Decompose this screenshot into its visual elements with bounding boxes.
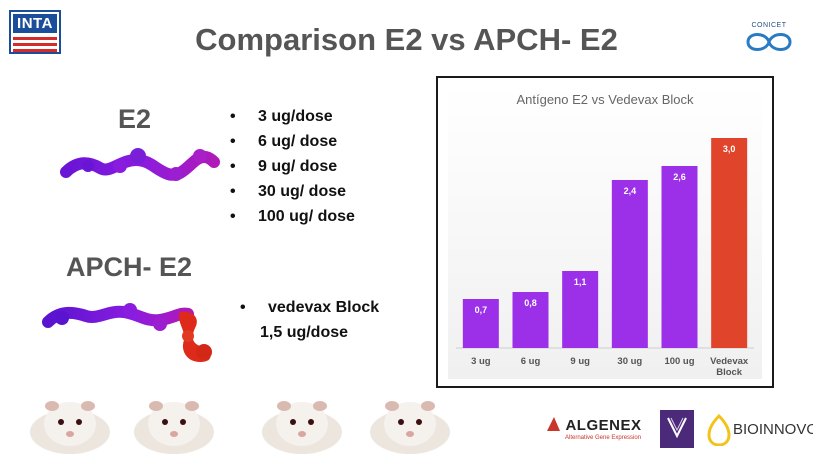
chart-area: Antígeno E2 vs Vedevax Block 0,7 3 ug 0,8 6… — [448, 86, 762, 379]
algenex-logo: ALGENEX Alternative Gene Expression — [545, 416, 645, 450]
guinea-pig-image — [134, 401, 214, 454]
vedanco-logo — [660, 410, 694, 448]
e2-dose-item: 6 ug/ dose — [228, 129, 355, 154]
x-tick-label: 30 ug — [617, 356, 642, 367]
bar-value-label: 2,6 — [673, 172, 686, 182]
x-tick-label: 100 ug — [664, 356, 694, 367]
guinea-pig-image — [370, 401, 450, 454]
conicet-logo: CONICET — [742, 22, 796, 62]
chart-frame: Antígeno E2 vs Vedevax Block 0,7 3 ug 0,8 6… — [436, 76, 774, 388]
e2-dose-item: 3 ug/dose — [228, 104, 355, 129]
x-tick-label: 6 ug — [521, 356, 541, 367]
chart-title: Antígeno E2 vs Vedevax Block — [516, 92, 694, 107]
apch-dose-item-continuation: 1,5 ug/dose — [238, 320, 379, 345]
algenex-tagline: Alternative Gene Expression — [565, 435, 642, 441]
bar-value-label: 0,7 — [475, 305, 488, 315]
bar-chart: 0,7 3 ug 0,8 6 ug 1,1 9 ug 2,4 30 ug 2,6 100 ug 3,… — [456, 138, 754, 378]
e2-dose-item: 100 ug/ dose — [228, 204, 355, 229]
conicet-infinity-icon — [746, 33, 792, 51]
e2-dose-list: 3 ug/dose 6 ug/ dose 9 ug/ dose 30 ug/ d… — [228, 104, 355, 229]
algenex-logo-text: ALGENEX — [565, 417, 642, 434]
x-tick-label: 9 ug — [570, 356, 590, 367]
bioinnovo-drop-icon — [707, 414, 731, 446]
vedanco-v-icon — [667, 417, 687, 439]
inta-logo-text: INTA — [13, 14, 57, 33]
chart-bar — [512, 292, 549, 348]
inta-logo: INTA — [9, 10, 61, 54]
chart-bar — [562, 271, 599, 348]
chart-bar — [661, 166, 698, 348]
bioinnovo-logo: BIOINNOVO — [707, 412, 813, 448]
x-tick-label: Block — [716, 367, 743, 378]
chart-bar — [462, 299, 499, 348]
conicet-logo-text: CONICET — [751, 22, 787, 29]
guinea-pig-image — [262, 401, 342, 454]
guinea-pig-image — [30, 401, 110, 454]
chart-bar — [711, 138, 748, 348]
e2-heading: E2 — [118, 104, 152, 134]
apch-e2-heading: APCH- E2 — [66, 252, 193, 282]
bar-value-label: 3,0 — [723, 144, 736, 154]
x-tick-label: Vedevax — [710, 356, 749, 367]
apch-dose-list: vedevax Block 1,5 ug/dose — [238, 295, 379, 345]
apch-dose-item: vedevax Block — [238, 295, 379, 320]
chart-bar — [611, 180, 648, 348]
e2-protein-molecule-image — [60, 148, 220, 181]
bar-value-label: 1,1 — [574, 277, 587, 287]
bar-value-label: 0,8 — [524, 298, 537, 308]
x-tick-label: 3 ug — [471, 356, 491, 367]
e2-dose-item: 30 ug/ dose — [228, 179, 355, 204]
apch-dose-text: 1,5 ug/dose — [260, 324, 349, 341]
e2-dose-item: 9 ug/ dose — [228, 154, 355, 179]
bioinnovo-logo-text: BIOINNOVO — [733, 421, 813, 438]
apch-e2-protein-molecule-image — [42, 303, 212, 362]
bar-value-label: 2,4 — [624, 186, 637, 196]
algenex-triangle-icon — [547, 417, 560, 431]
slide-title: Comparison E2 vs APCH- E2 — [195, 22, 618, 57]
